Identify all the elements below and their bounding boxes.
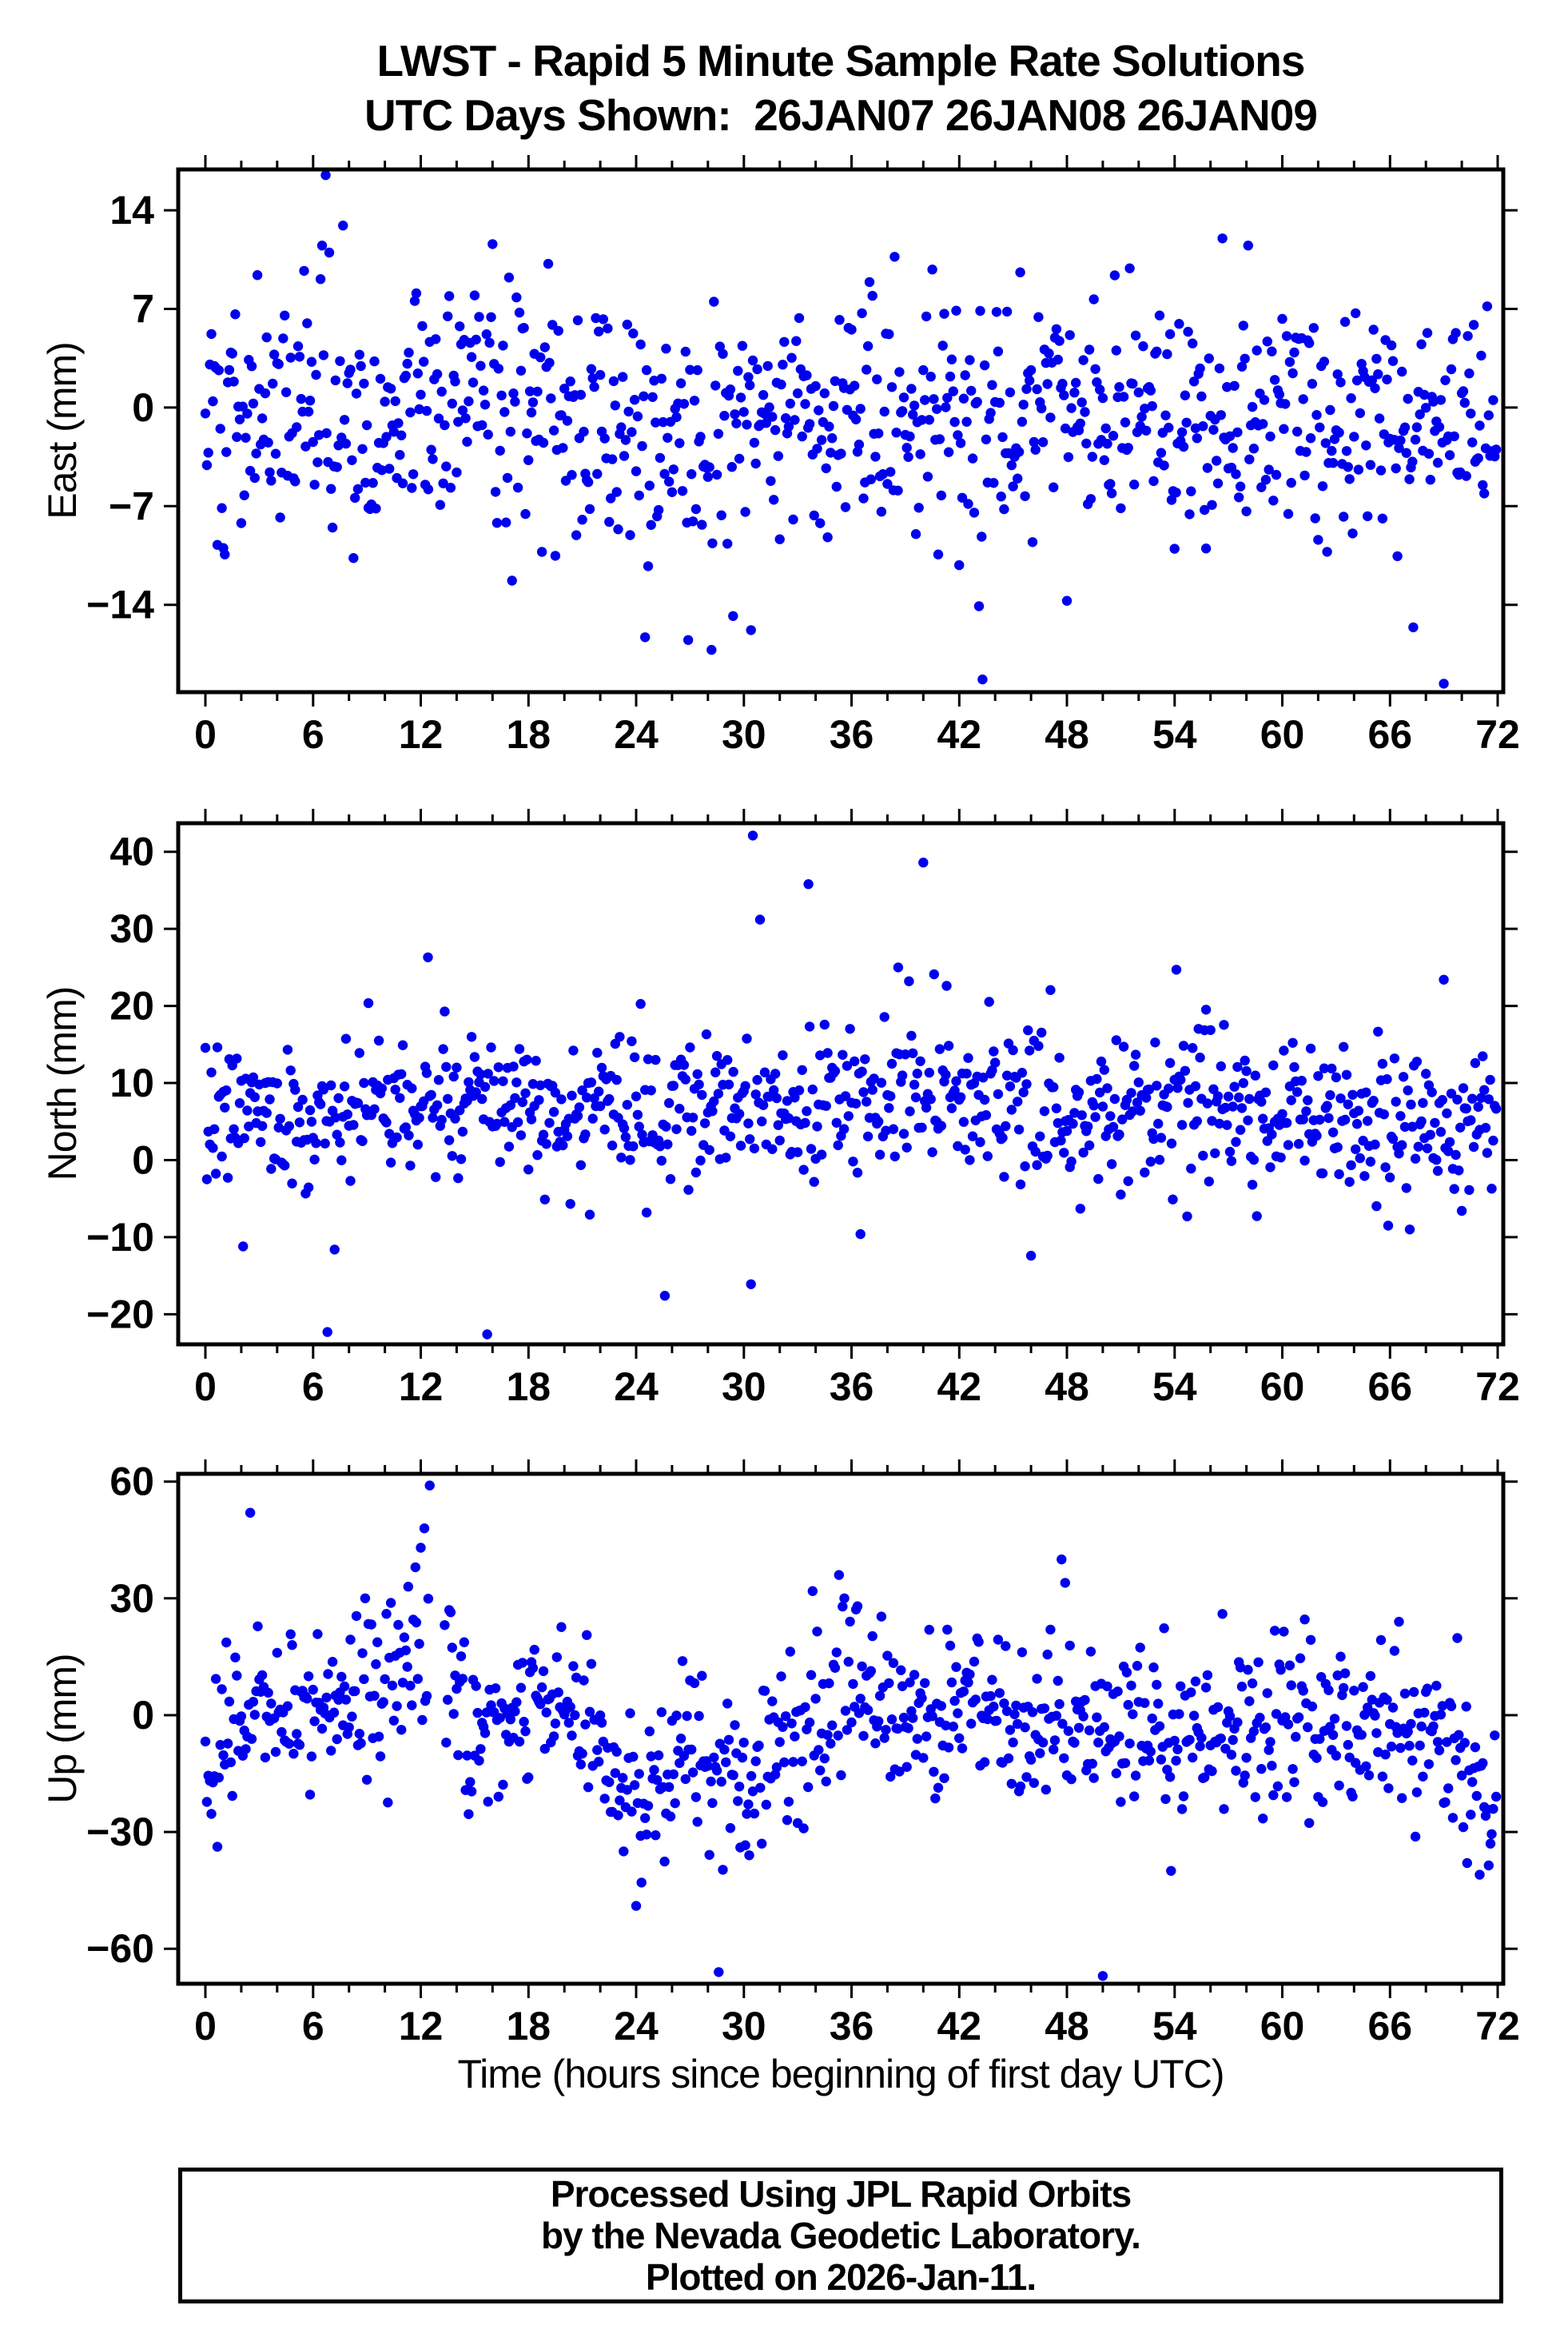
svg-text:0: 0 (132, 385, 154, 430)
svg-text:72: 72 (1475, 2004, 1520, 2048)
svg-text:0: 0 (132, 1138, 154, 1183)
north-tick-labels: 0 6 12 18 24 30 36 42 48 54 60 66 72 40 30 20 10 0 −10 −20 (86, 830, 1520, 1409)
up-axis-ticks (164, 1459, 1518, 1998)
svg-text:30: 30 (109, 906, 154, 951)
east-tick-labels: 0 6 12 18 24 30 36 42 48 54 60 66 72 14 7 0 −7 −14 (86, 188, 1520, 757)
footer-line-2: by the Nevada Geodetic Laboratory. (541, 2215, 1141, 2256)
svg-text:60: 60 (1260, 1364, 1305, 1409)
up-points (200, 1480, 1502, 1981)
footer-line-1: Processed Using JPL Rapid Orbits (550, 2173, 1132, 2215)
svg-text:40: 40 (109, 830, 154, 874)
svg-text:6: 6 (302, 712, 324, 757)
svg-text:60: 60 (1260, 2004, 1305, 2048)
x-axis-label: Time (hours since beginning of first day… (457, 2052, 1224, 2096)
svg-text:30: 30 (722, 2004, 766, 2048)
up-plot-frame (176, 1471, 1506, 1986)
svg-text:−10: −10 (86, 1215, 154, 1260)
svg-text:18: 18 (506, 712, 551, 757)
svg-text:66: 66 (1367, 712, 1412, 757)
svg-text:42: 42 (937, 1364, 981, 1409)
svg-text:24: 24 (614, 1364, 659, 1409)
y-axis-label-east: East (mm) (40, 342, 85, 520)
svg-text:0: 0 (194, 712, 217, 757)
east-axis-ticks (164, 155, 1518, 707)
svg-text:0: 0 (132, 1693, 154, 1738)
svg-text:60: 60 (109, 1459, 154, 1504)
north-points (200, 830, 1502, 1340)
svg-text:42: 42 (937, 712, 981, 757)
svg-text:54: 54 (1152, 2004, 1197, 2048)
svg-text:54: 54 (1152, 712, 1197, 757)
svg-text:12: 12 (399, 712, 444, 757)
north-panel: 0 6 12 18 24 30 36 42 48 54 60 66 72 40 30 20 10 0 −10 −20 (86, 809, 1520, 1409)
svg-text:30: 30 (722, 1364, 766, 1409)
up-panel: 0 6 12 18 24 30 36 42 48 54 60 66 72 60 30 0 −30 −60 (86, 1459, 1520, 2048)
east-points (200, 169, 1502, 689)
svg-text:54: 54 (1152, 1364, 1197, 1409)
page-subtitle: UTC Days Shown: 26JAN07 26JAN08 26JAN09 (364, 90, 1318, 140)
svg-text:30: 30 (109, 1576, 154, 1621)
svg-text:42: 42 (937, 2004, 981, 2048)
svg-text:18: 18 (506, 2004, 551, 2048)
svg-text:72: 72 (1475, 712, 1520, 757)
svg-text:14: 14 (109, 188, 154, 233)
svg-text:36: 36 (830, 2004, 874, 2048)
svg-text:72: 72 (1475, 1364, 1520, 1409)
svg-text:−20: −20 (86, 1292, 154, 1336)
svg-text:36: 36 (830, 1364, 874, 1409)
svg-text:0: 0 (194, 2004, 217, 2048)
svg-text:24: 24 (614, 712, 659, 757)
svg-text:−60: −60 (86, 1926, 154, 1971)
svg-text:18: 18 (506, 1364, 551, 1409)
svg-text:36: 36 (830, 712, 874, 757)
east-panel: 0 6 12 18 24 30 36 42 48 54 60 66 72 14 7 0 −7 −14 (86, 155, 1520, 757)
svg-text:7: 7 (132, 287, 154, 332)
svg-text:10: 10 (109, 1061, 154, 1105)
y-axis-label-north: North (mm) (40, 986, 85, 1181)
north-axis-ticks (164, 809, 1518, 1359)
y-axis-label-up: Up (mm) (40, 1654, 85, 1804)
svg-text:−7: −7 (109, 484, 154, 528)
svg-text:6: 6 (302, 1364, 324, 1409)
svg-text:30: 30 (722, 712, 766, 757)
svg-text:60: 60 (1260, 712, 1305, 757)
east-plot-frame (176, 167, 1506, 695)
svg-text:6: 6 (302, 2004, 324, 2048)
svg-text:48: 48 (1045, 2004, 1089, 2048)
svg-text:66: 66 (1367, 1364, 1412, 1409)
svg-text:24: 24 (614, 2004, 659, 2048)
svg-text:−30: −30 (86, 1809, 154, 1854)
up-tick-labels: 0 6 12 18 24 30 36 42 48 54 60 66 72 60 30 0 −30 −60 (86, 1459, 1520, 2048)
footer-line-3: Plotted on 2026-Jan-11. (645, 2256, 1037, 2298)
north-plot-frame (176, 821, 1506, 1347)
page-title: LWST - Rapid 5 Minute Sample Rate Soluti… (376, 36, 1306, 86)
svg-text:−14: −14 (86, 583, 154, 627)
svg-text:12: 12 (399, 2004, 444, 2048)
svg-text:48: 48 (1045, 712, 1089, 757)
svg-text:12: 12 (399, 1364, 444, 1409)
svg-text:20: 20 (109, 984, 154, 1029)
svg-text:48: 48 (1045, 1364, 1089, 1409)
footer-box: Processed Using JPL Rapid Orbits by the … (178, 2168, 1503, 2303)
svg-text:0: 0 (194, 1364, 217, 1409)
svg-text:66: 66 (1367, 2004, 1412, 2048)
